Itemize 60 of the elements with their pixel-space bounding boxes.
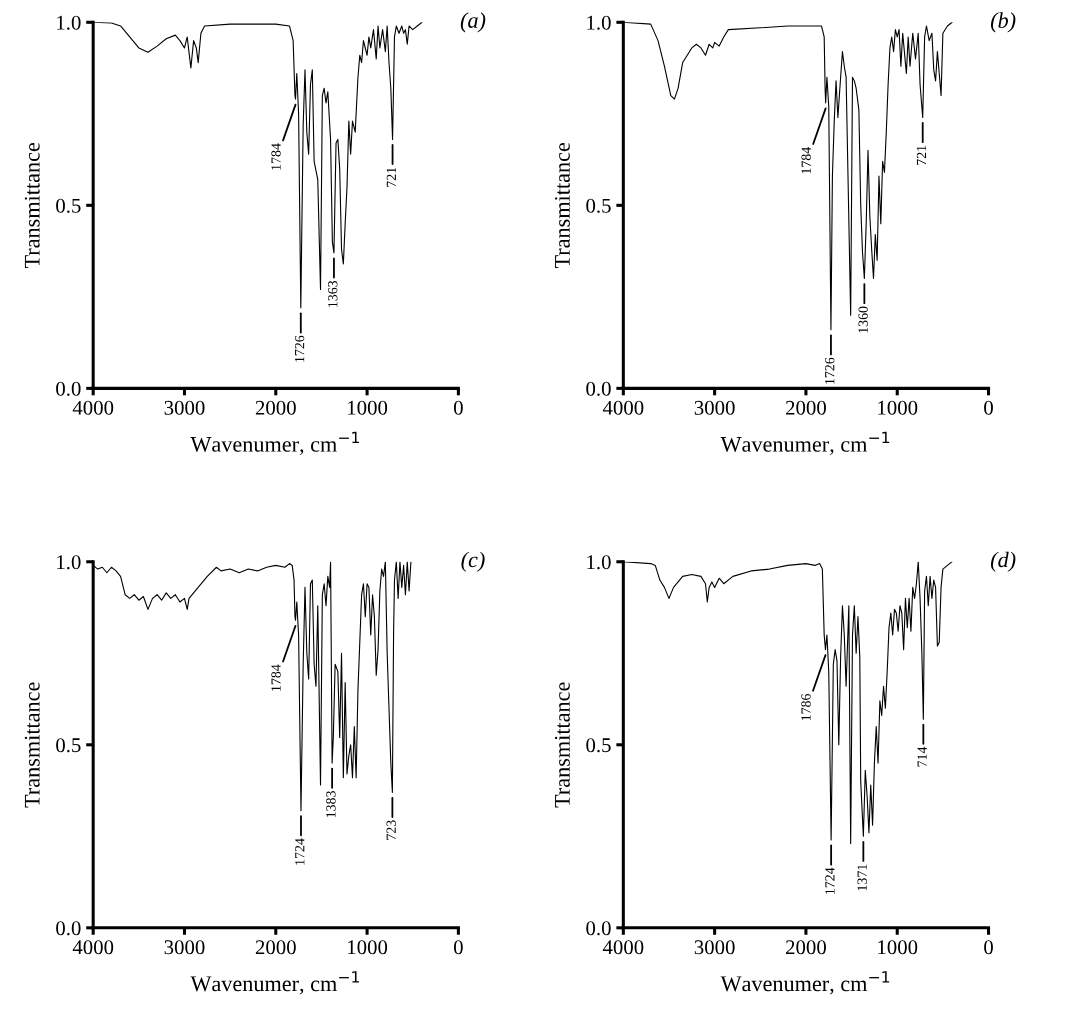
x-axis-title: Wavenumer, cm$^{−1}$ (190, 431, 359, 456)
annotation: 1784 (801, 146, 811, 174)
y-axis-title: Transmittance (554, 142, 570, 269)
y-tick-label: 0.0 (56, 381, 81, 396)
y-tick-label: 0.5 (586, 198, 611, 213)
y-tick-label: 1.0 (57, 15, 81, 30)
x-tick-label: 1000 (878, 940, 918, 955)
y-tick-label: 0.5 (56, 738, 81, 753)
x-tick-label: 2000 (786, 400, 826, 415)
x-axis-title: Wavenumer, cm$^{−1}$ (190, 971, 359, 995)
chart-title: (d) (990, 551, 1016, 572)
chart-title: (a) (460, 12, 486, 33)
annotation: 1363 (328, 280, 338, 307)
y-tick-label: 0.0 (586, 921, 611, 936)
x-axis-title: Wavenumer, cm$^{−1}$ (720, 971, 890, 995)
x-tick-label: 3000 (164, 400, 205, 415)
y-tick-label: 0.0 (586, 381, 611, 396)
x-tick-label: 2000 (255, 400, 296, 415)
x-tick-label: 0 (984, 400, 993, 415)
x-tick-label: 3000 (694, 400, 735, 415)
x-tick-label: 0 (453, 400, 463, 415)
annotation: 1724 (825, 867, 835, 894)
x-tick-label: 0 (453, 940, 463, 955)
x-tick-label: 0 (984, 940, 993, 955)
annotation: 1726 (825, 357, 835, 384)
annotation: 714 (917, 746, 927, 767)
annotation: 723 (386, 820, 396, 840)
annotation: 1360 (858, 306, 868, 333)
chart-title: (b) (990, 12, 1016, 33)
y-tick-label: 0.5 (56, 198, 81, 213)
annotation: 721 (386, 167, 396, 187)
x-tick-label: 2000 (786, 940, 826, 955)
annotation: 1784 (271, 664, 281, 691)
x-tick-label: 4000 (72, 400, 114, 415)
annotation: 1784 (271, 143, 281, 170)
y-tick-label: 1.0 (587, 15, 611, 30)
x-tick-label: 1000 (878, 400, 918, 415)
annotation: 1724 (295, 838, 305, 865)
y-axis-title: Transmittance (24, 142, 40, 269)
x-tick-label: 1000 (348, 940, 388, 955)
x-axis-title: Wavenumer, cm$^{−1}$ (720, 431, 890, 456)
y-tick-label: 1.0 (57, 555, 81, 570)
annotation: 1726 (294, 335, 305, 362)
annotation: 721 (916, 145, 927, 165)
x-tick-label: 2000 (255, 940, 296, 955)
y-tick-label: 1.0 (587, 555, 611, 570)
y-axis-title: Transmittance (24, 682, 40, 808)
y-axis-title: Transmittance (554, 682, 570, 808)
x-tick-label: 4000 (72, 940, 114, 955)
annotation: 1371 (857, 864, 867, 891)
annotation: 1786 (801, 693, 811, 721)
annotation: 1383 (326, 791, 336, 818)
x-tick-label: 4000 (602, 400, 644, 415)
y-tick-label: 0.0 (56, 921, 81, 936)
x-tick-label: 3000 (164, 940, 205, 955)
chart-title: (c) (461, 551, 485, 572)
y-tick-label: 0.5 (586, 738, 611, 753)
x-tick-label: 4000 (602, 940, 644, 955)
x-tick-label: 3000 (694, 940, 735, 955)
x-tick-label: 1000 (348, 400, 388, 415)
